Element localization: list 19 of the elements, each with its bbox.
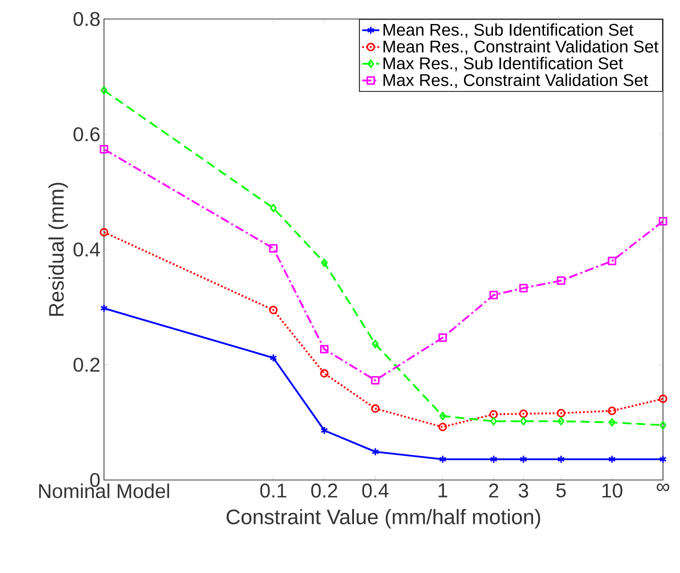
x-axis-title: Constraint Value (mm/half motion) bbox=[226, 508, 540, 528]
y-tick-label: 0.2 bbox=[74, 358, 100, 372]
x-tick-label: 1 bbox=[438, 484, 448, 498]
x-tick-label: 0.1 bbox=[260, 484, 286, 498]
x-tick-label: 3 bbox=[518, 484, 528, 498]
legend-label: Mean Res., Sub Identification Set bbox=[384, 23, 634, 38]
y-tick-label: 0.8 bbox=[74, 12, 100, 26]
x-tick-label: 10 bbox=[602, 484, 622, 498]
y-axis-title: Residual (mm) bbox=[48, 182, 68, 316]
legend-label: Max Res., Sub Identification Set bbox=[384, 56, 623, 72]
x-tick-label: 0.4 bbox=[362, 484, 389, 498]
legend-label: Mean Res., Constraint Validation Set bbox=[384, 40, 658, 55]
x-tick-label: 0.2 bbox=[311, 484, 338, 498]
x-tick-label: ∞ bbox=[656, 484, 670, 492]
legend-label: Max Res., Constraint Validation Set bbox=[384, 74, 648, 88]
y-tick-label: 0.6 bbox=[74, 127, 100, 142]
y-tick-label: 0.4 bbox=[74, 242, 100, 257]
x-tick-label: 5 bbox=[556, 484, 566, 498]
x-tick-label: 2 bbox=[489, 484, 498, 498]
